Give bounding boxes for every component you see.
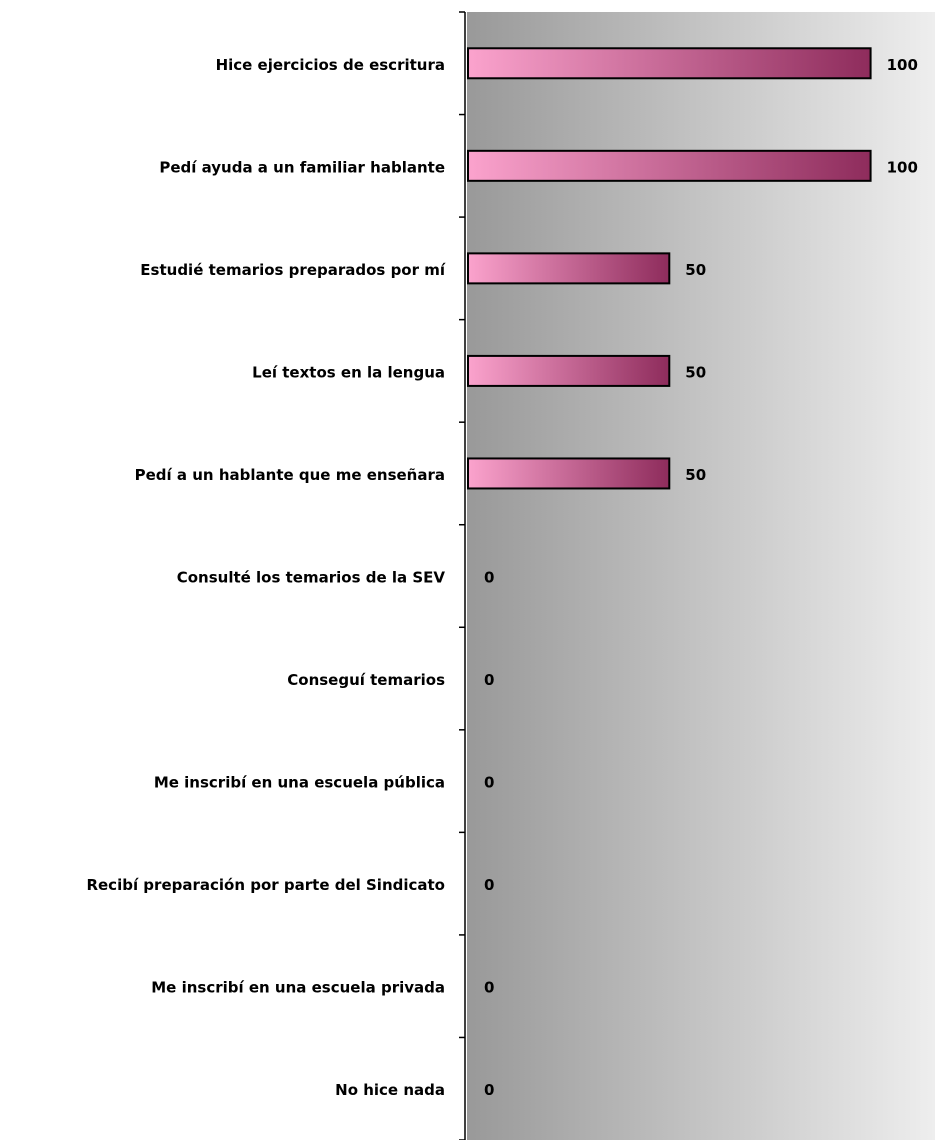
data-label: 0 bbox=[484, 569, 494, 587]
y-tick-label: Pedí ayuda a un familiar hablante bbox=[159, 158, 445, 176]
bar bbox=[467, 354, 671, 387]
bar bbox=[467, 149, 872, 182]
y-tick-label: Estudié temarios preparados por mí bbox=[140, 261, 446, 279]
y-tick-label: Me inscribí en una escuela pública bbox=[154, 774, 445, 792]
y-tick-label: No hice nada bbox=[335, 1081, 445, 1099]
data-label: 0 bbox=[484, 774, 494, 792]
bar bbox=[467, 252, 671, 285]
y-tick-label: Leí textos en la lengua bbox=[252, 363, 445, 381]
data-label: 0 bbox=[484, 979, 494, 997]
data-label: 0 bbox=[484, 671, 494, 689]
data-label: 100 bbox=[887, 158, 918, 176]
y-tick-label: Hice ejercicios de escritura bbox=[216, 56, 445, 74]
data-label: 100 bbox=[887, 56, 918, 74]
data-label: 50 bbox=[685, 466, 706, 484]
y-tick-label: Conseguí temarios bbox=[287, 671, 445, 689]
y-tick-label: Consulté los temarios de la SEV bbox=[177, 569, 446, 587]
data-label: 50 bbox=[685, 363, 706, 381]
y-tick-label: Me inscribí en una escuela privada bbox=[151, 979, 445, 997]
data-label: 0 bbox=[484, 876, 494, 894]
y-tick-label: Recibí preparación por parte del Sindica… bbox=[86, 876, 445, 894]
bar bbox=[467, 47, 872, 80]
data-label: 0 bbox=[484, 1081, 494, 1099]
y-tick-label: Pedí a un hablante que me enseñara bbox=[135, 466, 445, 484]
data-label: 50 bbox=[685, 261, 706, 279]
plot-area bbox=[467, 12, 935, 1140]
bar bbox=[467, 457, 671, 490]
